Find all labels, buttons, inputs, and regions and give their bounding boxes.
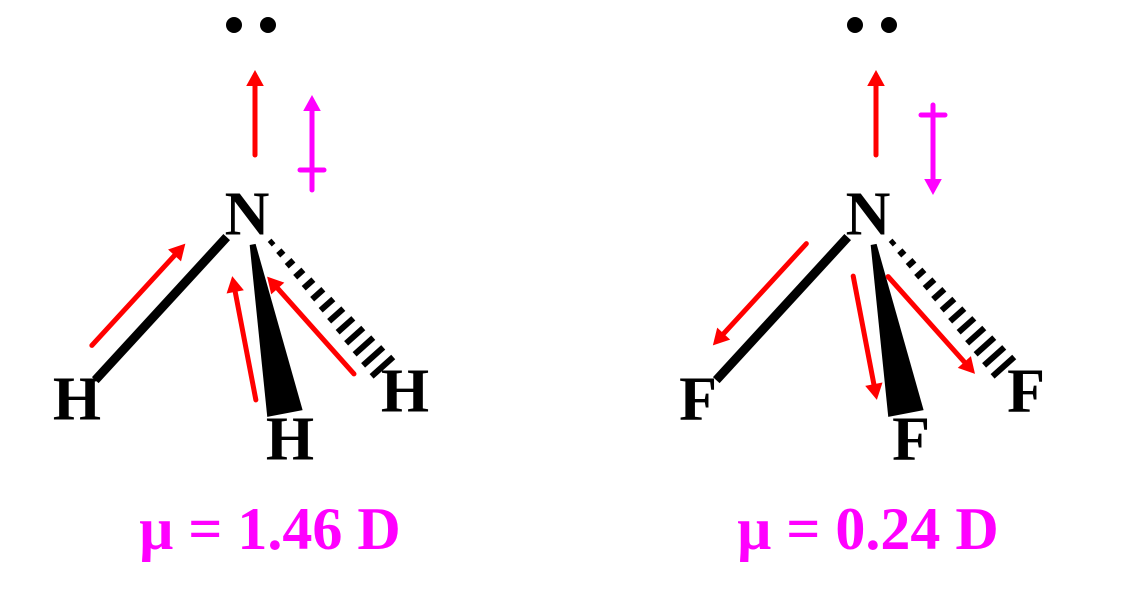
caption-value: 0.24 [835,496,940,562]
caption-prefix: μ = [737,496,835,562]
atom-substituent: H [381,357,429,428]
atom-substituent: H [266,405,314,476]
atom-substituent: F [1007,357,1045,428]
lone-pair-dot [260,17,276,33]
atom-substituent: F [892,405,930,476]
caption-unit: D [342,496,400,562]
lone-pair-dot [847,17,863,33]
molecule-nh3: NHHHμ = 1.46 D [10,0,530,592]
caption-value: 1.46 [237,496,342,562]
caption-prefix: μ = [139,496,237,562]
atom-center: N [225,180,270,251]
atom-substituent: F [679,365,717,436]
diagram-stage: NHHHμ = 1.46 DNFFFμ = 0.24 D [0,0,1136,592]
atom-center: N [846,180,891,251]
molecule-nf3: N F F Fμ = 0.24 D [608,0,1128,592]
lone-pair-dot [881,17,897,33]
dipole-caption: μ = 0.24 D [608,495,1128,564]
caption-unit: D [940,496,998,562]
lone-pair-dot [226,17,242,33]
dipole-caption: μ = 1.46 D [10,495,530,564]
atom-substituent: H [53,365,101,436]
